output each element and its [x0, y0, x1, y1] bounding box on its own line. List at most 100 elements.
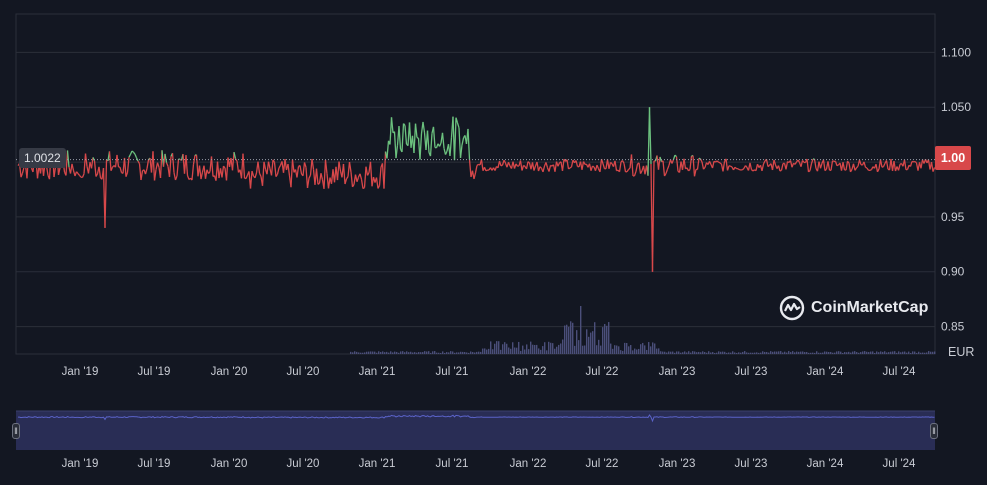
price-segment: [713, 160, 716, 163]
price-segment: [623, 163, 627, 172]
volume-bar: [710, 352, 712, 354]
price-segment: [327, 177, 331, 189]
x-tick-label: Jan '20: [211, 366, 248, 378]
volume-bar: [876, 351, 878, 354]
price-segment: [633, 171, 637, 177]
navigator[interactable]: [16, 410, 935, 450]
price-segment: [348, 161, 352, 173]
volume-bar: [682, 352, 684, 354]
volume-bar: [588, 336, 590, 354]
volume-bar: [774, 351, 776, 354]
volume-bar: [792, 351, 794, 354]
price-segment: [533, 165, 537, 171]
price-segment: [749, 162, 753, 170]
price-segment: [599, 158, 603, 172]
price-segment: [719, 162, 722, 165]
price-segment: [765, 159, 769, 167]
volume-bar: [584, 345, 586, 354]
price-segment: [375, 177, 379, 189]
volume-bar: [532, 344, 534, 354]
volume-bar: [352, 352, 354, 354]
volume-bar: [486, 349, 488, 354]
price-segment: [432, 126, 436, 148]
volume-bar: [686, 352, 688, 354]
price-segment: [287, 163, 291, 177]
price-segment: [845, 161, 849, 171]
price-segment: [725, 158, 729, 171]
price-segment: [566, 159, 570, 170]
price-segment: [734, 166, 737, 170]
price-segment: [441, 132, 445, 149]
price-segment: [780, 163, 784, 171]
volume-bar: [788, 351, 790, 354]
price-segment: [156, 162, 160, 168]
volume-bar: [536, 344, 538, 354]
price-segment: [849, 168, 853, 173]
volume-bar: [918, 351, 920, 354]
price-segment: [525, 161, 529, 170]
volume-bar: [814, 352, 816, 354]
price-segment: [116, 154, 120, 167]
volume-bar: [594, 322, 596, 354]
volume-bar: [808, 352, 810, 354]
x-tick-label: Jul '22: [586, 366, 619, 378]
price-segment: [299, 165, 303, 175]
volume-bar: [378, 351, 380, 354]
volume-bar: [622, 350, 624, 354]
price-segment: [854, 167, 858, 171]
price-segment: [744, 165, 748, 168]
volume-bar: [900, 352, 902, 354]
price-segment: [270, 159, 274, 176]
price-segment: [257, 161, 261, 174]
volume-bar: [438, 352, 440, 354]
volume-bar: [874, 352, 876, 354]
volume-bar: [590, 332, 592, 354]
volume-bar: [836, 351, 838, 354]
price-segment: [480, 159, 484, 171]
volume-bar: [542, 346, 544, 354]
volume-bar: [368, 351, 370, 354]
price-segment: [276, 167, 280, 175]
volume-bar: [692, 351, 694, 354]
price-segment: [693, 169, 697, 177]
volume-bar: [386, 351, 388, 354]
x-tick-label: Jul '23: [735, 366, 768, 378]
navigator-right-handle[interactable]: ‖: [930, 423, 938, 439]
price-segment: [909, 161, 913, 167]
volume-bar: [762, 351, 764, 354]
price-segment: [698, 157, 701, 160]
navigator-left-handle[interactable]: ‖: [12, 423, 20, 439]
price-segment: [171, 153, 175, 173]
price-segment: [104, 159, 108, 228]
volume-bar: [848, 351, 850, 354]
price-segment: [808, 170, 811, 173]
x-tick-label: Jul '22: [586, 458, 619, 470]
price-segment: [813, 158, 817, 169]
volume-bar: [518, 341, 520, 354]
volume-bar: [398, 352, 400, 354]
price-segment: [138, 163, 142, 181]
price-segment: [708, 160, 712, 165]
price-segment: [221, 165, 225, 178]
price-segment: [557, 162, 561, 167]
price-segment: [485, 169, 488, 172]
x-tick-label: Jan '22: [510, 366, 547, 378]
price-segment: [906, 165, 910, 170]
price-segment: [507, 161, 511, 167]
price-segment: [233, 151, 237, 159]
volume-bar: [892, 351, 894, 354]
price-segment: [168, 156, 172, 177]
volume-bar: [592, 331, 594, 354]
price-segment: [324, 159, 328, 174]
volume-bar: [914, 351, 916, 354]
navigator-line: [18, 414, 935, 423]
volume-bar: [838, 351, 840, 354]
volume-bar: [620, 350, 622, 354]
price-segment: [527, 161, 530, 164]
volume-bar: [860, 352, 862, 354]
price-segment: [305, 167, 309, 188]
volume-bar: [392, 352, 394, 354]
volume-bar: [568, 326, 570, 354]
price-segment: [537, 166, 541, 172]
